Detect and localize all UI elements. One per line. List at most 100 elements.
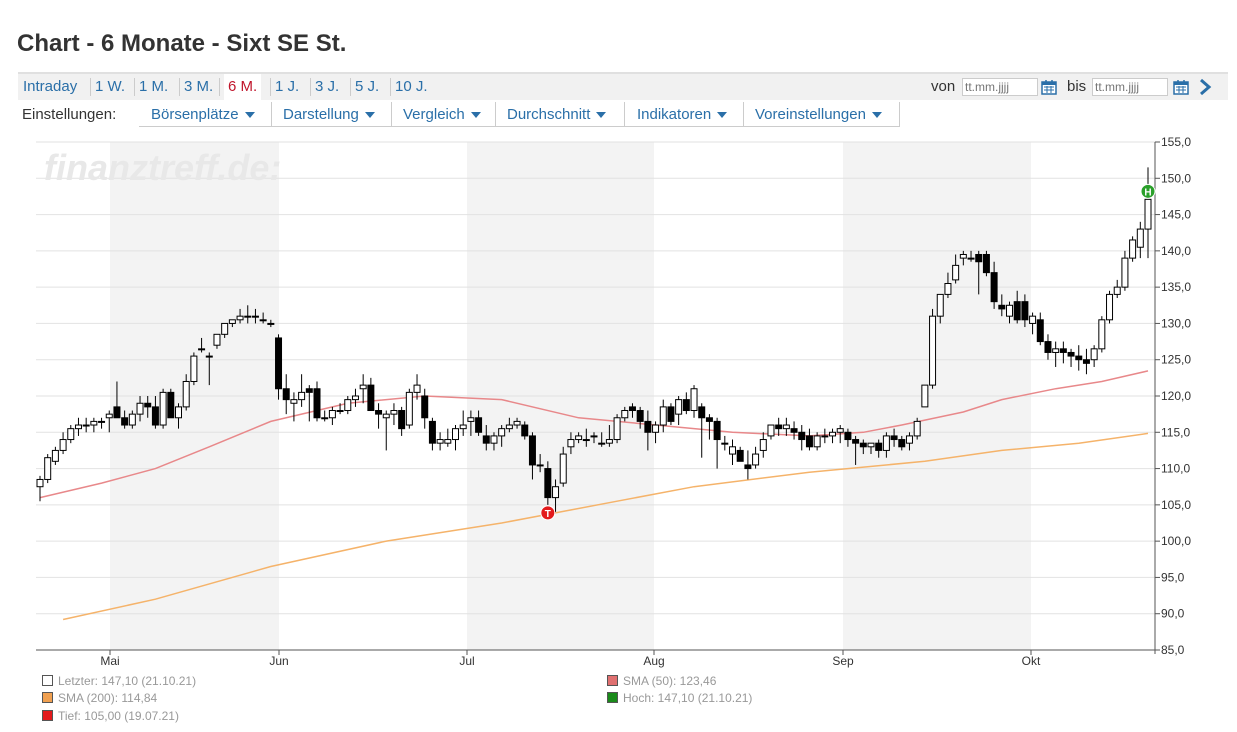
candle-body: [1136, 228, 1144, 248]
y-axis: 155,0 150,0 145,0 140,0 135,0 130,0 125,0 120,0…: [1154, 135, 1191, 657]
candle-body: [459, 424, 467, 430]
legend-text: Letzter: 147,10 (21.10.21): [58, 674, 197, 688]
tab-1-week[interactable]: 1 W.: [89, 74, 125, 100]
page-title: Chart - 6 Monate - Sixt SE St.: [17, 30, 347, 57]
candle-body: [382, 413, 390, 419]
candle-body: [990, 272, 998, 303]
candle-body: [105, 413, 113, 419]
candle-body: [359, 384, 367, 390]
candle-body: [67, 428, 75, 441]
candle-body: [729, 446, 736, 455]
sma200-line: [62, 432, 1149, 621]
calendar-icon[interactable]: [1173, 79, 1189, 95]
candle-body: [1006, 304, 1013, 317]
dropdown-label: Durchschnitt: [507, 106, 591, 123]
candle-body: [613, 417, 621, 441]
candle-body: [775, 424, 783, 430]
tab-1-month[interactable]: 1 M.: [133, 74, 168, 100]
dropdown-label: Börsenplätze: [151, 106, 239, 123]
candle-body: [59, 439, 67, 451]
candle-body: [852, 439, 860, 444]
candle-body: [1075, 355, 1083, 361]
candle-body: [982, 253, 990, 274]
darstellung-dropdown[interactable]: Darstellung: [271, 102, 392, 127]
candle-body: [336, 410, 344, 413]
boersenplaetze-dropdown[interactable]: Börsenplätze: [139, 102, 272, 127]
candle-body: [875, 442, 883, 451]
legend-swatch: [42, 710, 53, 721]
high-marker: [1140, 183, 1156, 199]
candle-body: [482, 435, 490, 444]
candle-body: [521, 424, 529, 437]
candle-body: [213, 333, 221, 346]
candle-body: [1144, 198, 1152, 230]
candle-body: [628, 406, 636, 412]
y-tick-label: 105,0: [1161, 498, 1191, 512]
from-date-input[interactable]: [962, 78, 1038, 96]
candle-body: [1113, 286, 1121, 295]
candle-body: [682, 399, 690, 412]
candle-body: [544, 468, 552, 499]
y-tick-label: 95,0: [1161, 570, 1185, 584]
tab-10-years[interactable]: 10 J.: [390, 74, 428, 100]
candle-body: [575, 435, 583, 441]
y-tick-label: 115,0: [1161, 425, 1190, 439]
dropdown-label: Vergleich: [403, 106, 465, 123]
candle-body: [659, 406, 667, 426]
tab-1-year[interactable]: 1 J.: [269, 74, 299, 100]
x-tick-label: Jun: [269, 654, 288, 668]
candle-body: [898, 439, 906, 448]
candle-body: [790, 428, 798, 433]
candle-body: [713, 420, 721, 441]
durchschnitt-dropdown[interactable]: Durchschnitt: [495, 102, 625, 127]
legend-sma200: SMA (200): 114,84: [42, 691, 157, 705]
candle-body: [882, 435, 890, 451]
tab-5-years[interactable]: 5 J.: [349, 74, 379, 100]
legend-text: SMA (50): 123,46: [623, 674, 717, 688]
candle-body: [782, 424, 790, 430]
candle-body: [175, 406, 182, 419]
candle-body: [1106, 293, 1114, 321]
y-tick-label: 125,0: [1161, 353, 1191, 367]
calendar-icon[interactable]: [1041, 79, 1057, 95]
candle-body: [452, 428, 459, 441]
candle-body: [844, 431, 852, 441]
candle-body: [82, 424, 90, 427]
candle-body: [528, 435, 536, 466]
tab-3-months[interactable]: 3 M.: [178, 74, 213, 100]
candle-body: [221, 322, 229, 335]
candle-body: [698, 406, 706, 419]
y-tick-label: 150,0: [1161, 171, 1191, 185]
vergleich-dropdown[interactable]: Vergleich: [391, 102, 496, 127]
candle-body: [644, 420, 652, 433]
legend-last: Letzter: 147,10 (21.10.21): [42, 674, 196, 688]
candle-body: [98, 420, 106, 423]
candle-body: [959, 253, 967, 259]
candle-body: [1129, 239, 1137, 259]
chevron-right-icon[interactable]: [1198, 78, 1212, 96]
to-date-input[interactable]: [1092, 78, 1168, 96]
candle-body: [567, 439, 575, 448]
candle-body: [705, 417, 713, 422]
tab-intraday[interactable]: Intraday: [23, 78, 78, 95]
candle-body: [1052, 348, 1060, 353]
candlestick-chart: finanztreff.de: 155,0 150,0 145,0 140,0 135,…: [36, 135, 1191, 668]
candle-body: [605, 439, 613, 444]
candle-body: [267, 322, 275, 325]
to-label: bis: [1067, 78, 1087, 95]
voreinstellungen-dropdown[interactable]: Voreinstellungen: [743, 102, 900, 127]
y-tick-label: 140,0: [1161, 244, 1191, 258]
candle-body: [436, 439, 444, 444]
candle-body: [667, 406, 675, 422]
caret-down-icon: [364, 112, 375, 119]
candle-body: [929, 315, 937, 386]
candle-body: [582, 439, 590, 442]
indikatoren-dropdown[interactable]: Indikatoren: [625, 102, 744, 127]
candle-body: [36, 478, 44, 488]
candle-body: [390, 410, 398, 415]
candle-body: [444, 439, 452, 444]
y-tick-label: 155,0: [1161, 135, 1191, 149]
candle-body: [559, 453, 567, 484]
tab-3-years[interactable]: 3 J.: [309, 74, 339, 100]
tab-6-months[interactable]: 6 M.: [218, 74, 262, 100]
